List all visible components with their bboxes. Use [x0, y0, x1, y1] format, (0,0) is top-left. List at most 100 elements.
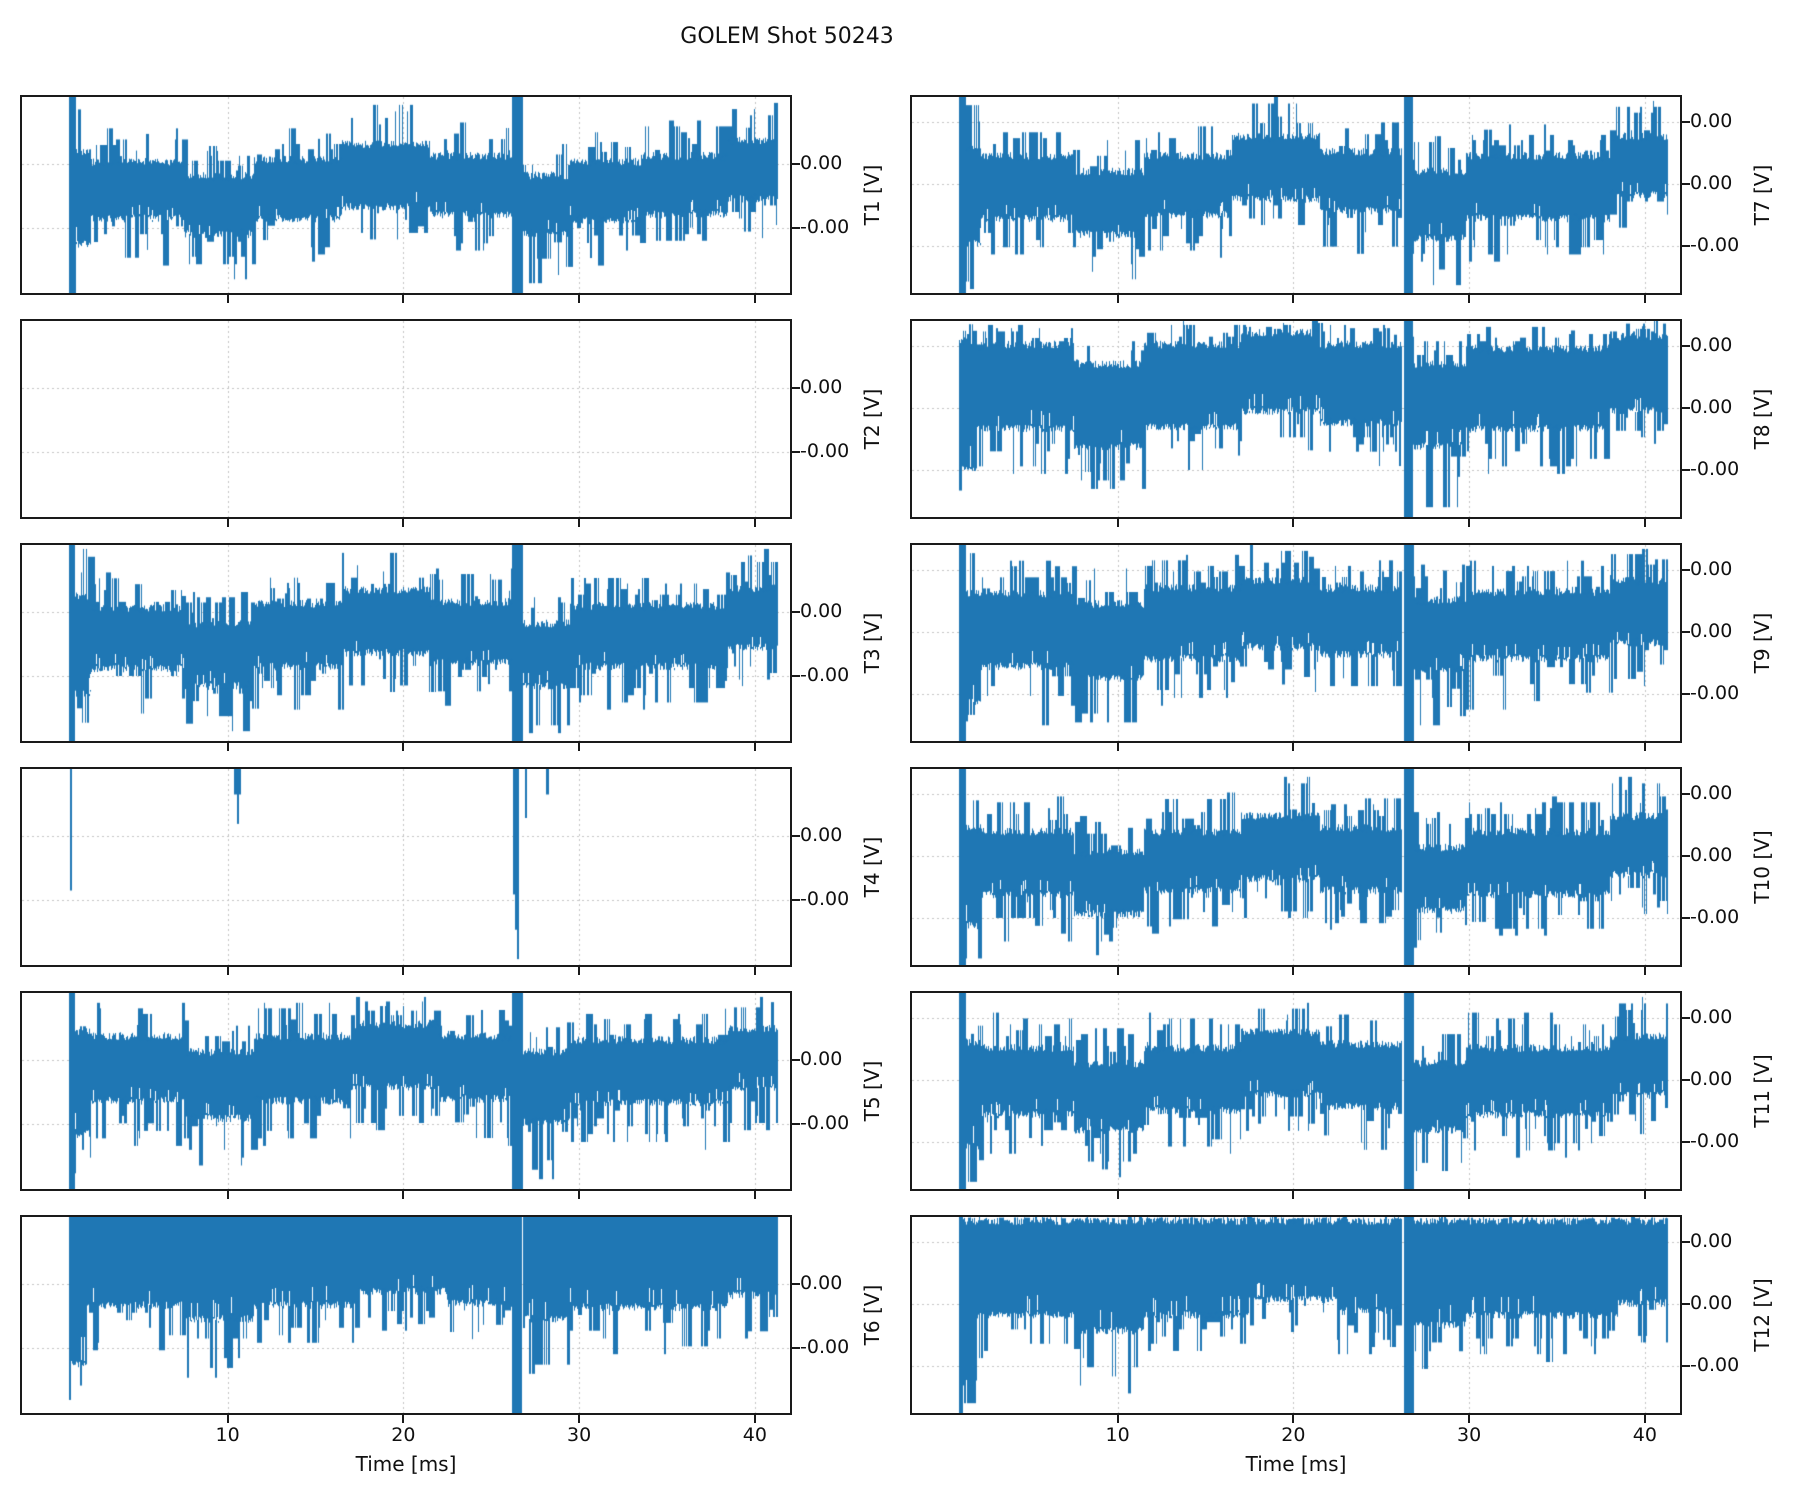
- x-tick-mark: [402, 1415, 404, 1423]
- y-axis-label-T4: T4 [V]: [860, 836, 884, 898]
- y-tick-mark: [1682, 245, 1690, 247]
- x-tick-mark: [1468, 1191, 1470, 1199]
- x-tick-label: 10: [1105, 1424, 1130, 1446]
- y-tick-mark: [1682, 469, 1690, 471]
- subplot-T1: [20, 95, 800, 303]
- signal-canvas-T4: [22, 769, 790, 965]
- y-tick-label-T1: 0.00: [800, 151, 843, 174]
- y-tick-label-T2: -0.00: [800, 440, 850, 463]
- y-tick-label-T11: 0.00: [1690, 1006, 1733, 1029]
- signal-canvas-T9: [912, 545, 1680, 741]
- y-tick-label-T9: 0.00: [1690, 620, 1733, 643]
- x-tick-mark: [227, 967, 229, 975]
- x-tick-label: 30: [567, 1424, 592, 1446]
- x-tick-mark: [578, 1415, 580, 1423]
- x-tick-mark: [754, 743, 756, 751]
- x-tick-mark: [1117, 519, 1119, 527]
- y-tick-label-T12: 0.00: [1690, 1292, 1733, 1315]
- y-axis-label-T8: T8 [V]: [1750, 388, 1774, 450]
- x-tick-mark: [1468, 967, 1470, 975]
- y-tick-mark: [792, 163, 800, 165]
- y-tick-label-T9: 0.00: [1690, 558, 1733, 581]
- x-tick-mark: [402, 743, 404, 751]
- y-tick-label-T10: 0.00: [1690, 782, 1733, 805]
- subplot-T7: [910, 95, 1690, 303]
- y-tick-label-T8: 0.00: [1690, 396, 1733, 419]
- x-tick-mark: [1468, 1415, 1470, 1423]
- y-tick-mark: [1682, 1141, 1690, 1143]
- x-tick-mark: [1644, 519, 1646, 527]
- x-axis-label-left: Time [ms]: [355, 1452, 457, 1476]
- x-tick-label: 40: [742, 1424, 767, 1446]
- x-tick-mark: [402, 1191, 404, 1199]
- y-tick-label-T8: 0.00: [1690, 334, 1733, 357]
- y-tick-mark: [1682, 1079, 1690, 1081]
- y-axis-label-T11: T11 [V]: [1750, 1054, 1774, 1128]
- x-tick-label: 40: [1632, 1424, 1657, 1446]
- x-tick-mark: [1644, 295, 1646, 303]
- x-axis-label-right: Time [ms]: [1245, 1452, 1347, 1476]
- x-tick-mark: [402, 295, 404, 303]
- x-tick-mark: [1292, 1415, 1294, 1423]
- x-tick-mark: [1292, 967, 1294, 975]
- y-tick-label-T3: 0.00: [800, 599, 843, 622]
- subplot-T4: [20, 767, 800, 975]
- y-tick-mark: [1682, 121, 1690, 123]
- y-tick-mark: [792, 387, 800, 389]
- x-tick-label: 20: [391, 1424, 416, 1446]
- y-axis-label-T5: T5 [V]: [860, 1060, 884, 1122]
- signal-canvas-T8: [912, 321, 1680, 517]
- subplot-T8: [910, 319, 1690, 527]
- y-tick-label-T7: 0.00: [1690, 110, 1733, 133]
- x-tick-label: 10: [215, 1424, 240, 1446]
- x-tick-mark: [1468, 743, 1470, 751]
- x-tick-mark: [1117, 1191, 1119, 1199]
- x-tick-mark: [1292, 1191, 1294, 1199]
- x-tick-mark: [1117, 743, 1119, 751]
- x-tick-mark: [754, 967, 756, 975]
- y-tick-label-T11: -0.00: [1690, 1129, 1740, 1152]
- y-tick-label-T12: -0.00: [1690, 1353, 1740, 1376]
- y-tick-mark: [792, 1283, 800, 1285]
- y-axis-label-T10: T10 [V]: [1750, 830, 1774, 904]
- signal-canvas-T12: [912, 1217, 1680, 1413]
- subplot-T12: [910, 1215, 1690, 1423]
- y-tick-mark: [1682, 917, 1690, 919]
- x-tick-mark: [227, 519, 229, 527]
- y-tick-mark: [792, 899, 800, 901]
- x-tick-mark: [578, 967, 580, 975]
- y-tick-mark: [1682, 1241, 1690, 1243]
- x-tick-mark: [1292, 743, 1294, 751]
- y-axis-label-T9: T9 [V]: [1750, 612, 1774, 674]
- y-tick-label-T4: -0.00: [800, 888, 850, 911]
- x-tick-mark: [227, 743, 229, 751]
- x-tick-mark: [1117, 295, 1119, 303]
- y-tick-mark: [1682, 631, 1690, 633]
- y-tick-mark: [792, 1347, 800, 1349]
- signal-canvas-T1: [22, 97, 790, 293]
- figure-title: GOLEM Shot 50243: [680, 24, 894, 49]
- subplot-T10: [910, 767, 1690, 975]
- signal-canvas-T2: [22, 321, 790, 517]
- x-tick-mark: [578, 295, 580, 303]
- subplot-T6: [20, 1215, 800, 1423]
- x-tick-mark: [754, 295, 756, 303]
- x-tick-mark: [1644, 743, 1646, 751]
- x-tick-mark: [1468, 295, 1470, 303]
- subplot-T3: [20, 543, 800, 751]
- y-tick-mark: [792, 675, 800, 677]
- y-tick-mark: [792, 227, 800, 229]
- x-tick-mark: [578, 519, 580, 527]
- y-tick-label-T7: 0.00: [1690, 172, 1733, 195]
- x-tick-mark: [1644, 1191, 1646, 1199]
- y-tick-label-T12: 0.00: [1690, 1230, 1733, 1253]
- x-tick-mark: [1644, 1415, 1646, 1423]
- x-tick-mark: [754, 1191, 756, 1199]
- signal-canvas-T7: [912, 97, 1680, 293]
- y-tick-mark: [1682, 693, 1690, 695]
- y-tick-mark: [1682, 407, 1690, 409]
- x-tick-mark: [227, 1191, 229, 1199]
- x-tick-mark: [754, 1415, 756, 1423]
- signal-canvas-T3: [22, 545, 790, 741]
